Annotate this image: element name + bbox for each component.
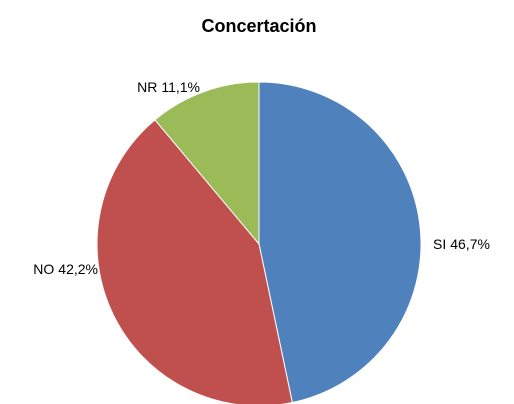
data-label: NO 42,2% xyxy=(33,261,98,277)
category-name: NO xyxy=(33,261,54,277)
category-name: NR xyxy=(137,79,157,95)
chart-title: Concertación xyxy=(201,16,316,36)
data-label: NR 11,1% xyxy=(137,79,200,95)
value-label: 46,7% xyxy=(450,236,490,252)
category-name: SI xyxy=(433,236,446,252)
pie-slice xyxy=(258,81,422,404)
value-label: 42,2% xyxy=(58,261,98,277)
pie-slice xyxy=(154,81,260,246)
pie-slice xyxy=(96,119,293,404)
data-label: SI 46,7% xyxy=(433,236,490,252)
value-label: 11,1% xyxy=(161,79,200,95)
